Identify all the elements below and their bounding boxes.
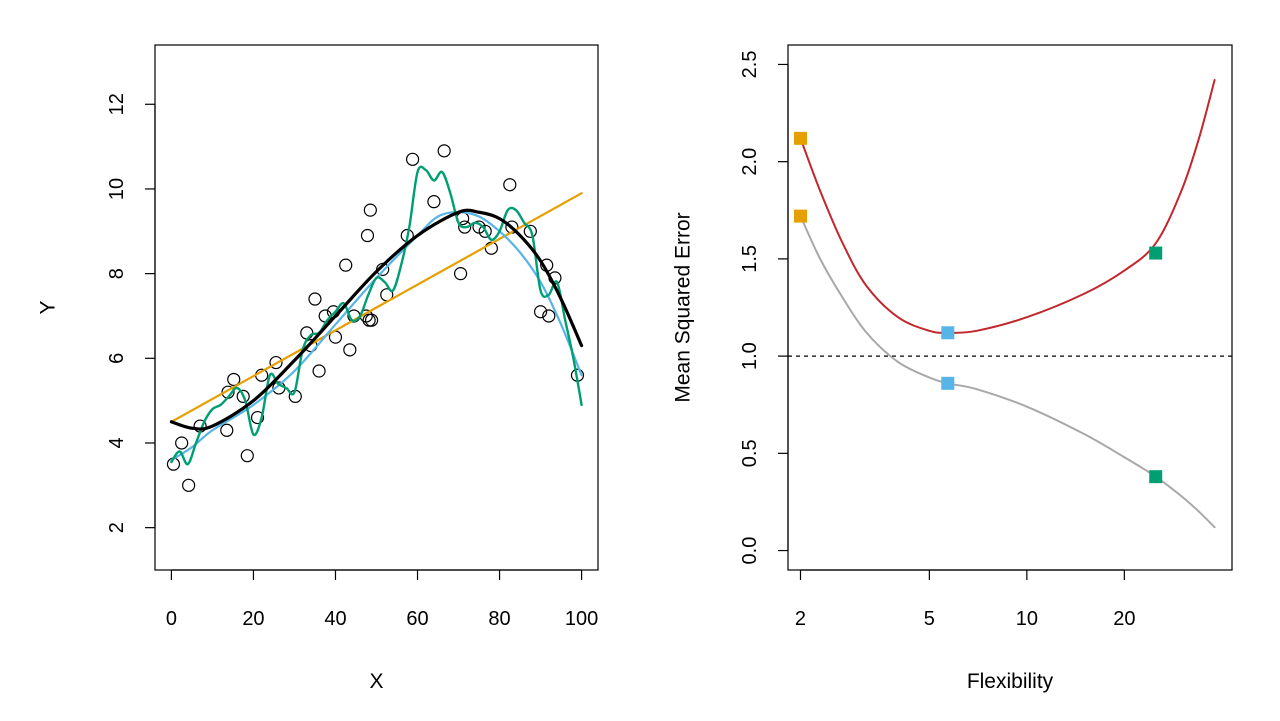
square-marker — [793, 209, 807, 223]
data-point — [503, 178, 517, 192]
data-point — [363, 203, 377, 217]
data-point — [523, 224, 537, 238]
data-point — [308, 292, 322, 306]
data-point — [250, 410, 265, 425]
data-point — [362, 313, 376, 327]
left-panel-scatter: 0 20 40 60 80 100 2 4 6 8 10 12 X Y — [37, 44, 599, 693]
right-panel-mse: 2 5 10 20 0.0 0.5 1.0 1.5 2.0 2.5 Flexibility Mean … — [672, 44, 1233, 693]
linear-fit-line — [170, 192, 583, 423]
square-marker — [1149, 470, 1163, 484]
data-point — [236, 389, 250, 404]
test-mse-curve — [799, 79, 1216, 334]
data-point — [227, 372, 241, 387]
x-tick-label: 20 — [1113, 608, 1135, 630]
data-point — [458, 220, 472, 234]
y-tick-label: 1.5 — [739, 245, 761, 273]
data-point — [269, 355, 283, 370]
data-point — [364, 313, 379, 327]
x-axis-title: Flexibility — [967, 670, 1054, 693]
x-tick-label: 0 — [166, 608, 177, 630]
x-tick-label: 20 — [242, 608, 264, 630]
data-point — [175, 436, 189, 450]
data-point — [542, 309, 556, 323]
y-axis-title: Y — [37, 300, 60, 314]
square-marker — [793, 131, 807, 145]
data-point — [453, 267, 468, 281]
data-point — [339, 258, 353, 272]
x-tick-label: 100 — [565, 608, 598, 630]
y-tick-label: 10 — [106, 178, 128, 200]
x-tick-label: 60 — [406, 608, 428, 630]
y-tick-label: 1.0 — [739, 342, 761, 370]
data-point — [405, 152, 420, 166]
y-tick-label: 0.5 — [739, 439, 761, 467]
training-mse-curve — [799, 215, 1216, 529]
data-point — [312, 364, 326, 378]
y-tick-label: 2 — [106, 522, 128, 533]
data-point — [478, 224, 492, 238]
square-marker — [941, 326, 955, 340]
flexible-fit-curve — [170, 165, 583, 466]
data-point — [533, 305, 548, 319]
true-function-curve — [169, 208, 584, 431]
data-point — [437, 144, 451, 158]
y-tick-label: 12 — [106, 93, 128, 115]
x-tick-label: 80 — [488, 608, 510, 630]
y-tick-label: 2.0 — [739, 148, 761, 176]
y-tick-label: 6 — [106, 353, 128, 364]
data-point — [300, 326, 314, 340]
plot-frame — [787, 44, 1233, 571]
x-tick-label: 5 — [924, 608, 935, 630]
y-tick-label: 8 — [106, 268, 128, 279]
square-marker — [941, 376, 955, 390]
y-tick-label: 4 — [106, 437, 128, 448]
data-point — [220, 423, 234, 437]
smooth-fit-curve — [170, 211, 583, 462]
data-point — [182, 478, 196, 492]
x-axis-title: X — [369, 670, 383, 693]
data-point — [240, 449, 254, 463]
y-axis-title: Mean Squared Error — [672, 212, 695, 402]
data-point — [427, 195, 441, 209]
data-point — [360, 228, 375, 243]
data-point — [343, 343, 357, 357]
y-tick-label: 0.0 — [739, 537, 761, 565]
y-tick-label: 2.5 — [739, 51, 761, 79]
x-tick-label: 2 — [795, 608, 806, 630]
x-tick-label: 40 — [324, 608, 346, 630]
square-marker — [1149, 246, 1163, 260]
x-tick-label: 10 — [1016, 608, 1038, 630]
